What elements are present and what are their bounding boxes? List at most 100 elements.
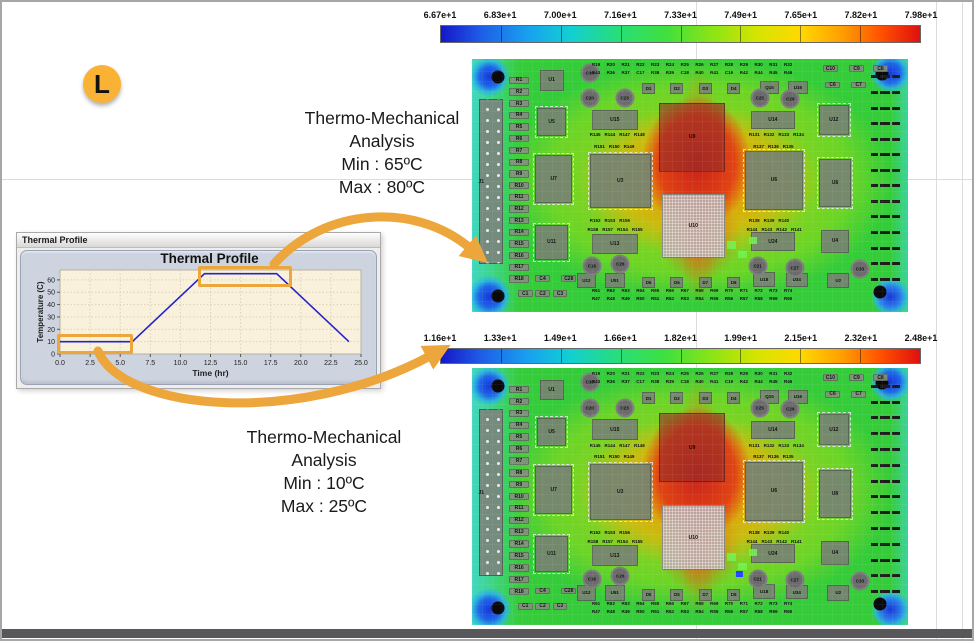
pcb-chip: D7 <box>698 589 712 601</box>
pcb-label-cluster: R131 R132 R133 R134 <box>749 443 804 448</box>
cold-spot <box>735 571 743 577</box>
pcb-micro-label <box>879 447 890 451</box>
pcb-micro-label <box>870 277 878 281</box>
pcb-micro-label <box>879 106 890 110</box>
pcb-ref-label: R54 <box>695 609 704 615</box>
pcb-capacitor: C26 <box>610 566 630 586</box>
pcb-ref-label: R37 <box>621 69 630 75</box>
pcb-label-cluster: R152 R153 R156 <box>590 530 630 535</box>
pcb-resistor: R8 <box>509 158 530 166</box>
pcb-ref-label: R55 <box>710 609 719 615</box>
scale-tick-mark <box>680 26 682 42</box>
pcb-micro-label <box>891 106 900 110</box>
pcb-chip: D7 <box>698 276 712 288</box>
pcb-ref-label: R37 <box>621 378 630 384</box>
pcb-ref-label: R63 <box>621 600 630 606</box>
pcb-ref-label: R144 <box>604 442 616 448</box>
pcb-micro-label <box>891 75 900 79</box>
mounting-hole <box>873 285 887 299</box>
scale-tick-mark <box>620 349 622 363</box>
pcb-ref-label: R61 <box>591 600 601 606</box>
pcb-chip: U12 <box>576 272 597 288</box>
pcb-small-cap: C10 <box>822 374 838 382</box>
pcb-micro-label <box>870 215 878 219</box>
pcb-chip: U8 <box>816 467 854 521</box>
pcb-capacitor: C21 <box>748 256 768 276</box>
y-tick-label: 50 <box>47 290 55 297</box>
pcb-micro-label <box>879 91 890 94</box>
x-tick-label: 25.0 <box>354 360 368 367</box>
pcb-chip: U15 <box>591 109 638 130</box>
annotation-line: Analysis <box>291 450 357 470</box>
scale-tick-label: 7.98e+1 <box>904 10 938 20</box>
scale-tick-label: 7.16e+1 <box>603 10 637 20</box>
pcb-ref-label: R141 <box>790 538 802 544</box>
pcb-resistor: R4 <box>509 421 530 430</box>
pcb-ref-label: R22 <box>636 371 645 377</box>
pcb-chip: U14 <box>751 420 795 439</box>
pcb-ref-label: R46 <box>784 378 793 384</box>
pcb-ref-label: R149 <box>623 143 635 149</box>
pcb-micro-label <box>891 153 900 157</box>
pcb-ref-label: R131 <box>748 442 760 448</box>
pcb-resistor: R16 <box>509 252 530 260</box>
pcb-micro-label <box>891 416 900 420</box>
scale-tick-label: 2.32e+1 <box>844 333 878 343</box>
scale-tick-label: 1.66e+1 <box>603 333 637 343</box>
pcb-ref-label: R22 <box>636 62 645 68</box>
pcb-label-cluster: R152 R153 R156 <box>590 218 630 223</box>
pcb-ref-label: R65 <box>651 287 660 293</box>
pcb-ref-label: C17 <box>636 378 645 384</box>
pcb-small-cap: C1 <box>517 603 533 610</box>
annotation-line: Analysis <box>349 131 415 151</box>
pcb-ref-label: R158 <box>587 538 599 544</box>
pcb-ref-label: R23 <box>651 371 660 377</box>
pcb-capacitor: C20 <box>580 88 600 108</box>
scale-tick-mark <box>560 26 562 42</box>
pcb-ref-label: R52 <box>665 296 675 302</box>
pcb-micro-label <box>891 558 900 562</box>
pcb-small-cap: C7 <box>851 391 867 398</box>
chart-title: Thermal Profile <box>160 251 259 266</box>
pcb-chip: D8 <box>727 276 741 288</box>
pcb-right-label-row <box>870 447 900 451</box>
pcb-micro-label <box>891 590 900 594</box>
pcb-micro-label <box>870 416 878 420</box>
pcb-micro-label <box>879 75 890 79</box>
pcb-chip: U8 <box>816 156 854 210</box>
color-scale-bottom: 1.16e+1 1.33e+1 1.49e+1 1.66e+1 1.82e+1 1.99e… <box>424 333 937 364</box>
scale-tick-mark <box>860 349 862 363</box>
heat-patch <box>737 563 747 570</box>
pcb-label-row: R19 R20 R21 R22 R23 R24 R25 R26 R27 R28 R29 R30 R31 R… <box>592 371 793 376</box>
pcb-chip: D3 <box>698 83 712 95</box>
pcb-ref-label: R27 <box>710 371 719 377</box>
annotation-line: Min : 10ºC <box>283 473 365 493</box>
pcb-resistor: R2 <box>509 397 530 406</box>
pcb-micro-label <box>879 153 890 157</box>
pcb-right-label-row <box>870 463 900 467</box>
pcb-resistor: R11 <box>509 504 530 513</box>
pcb-micro-label <box>879 262 890 266</box>
pcb-chip: D2 <box>670 392 684 404</box>
pcb-label-row: R19 R20 R21 R22 R23 R24 R25 R26 R27 R28 R29 R30 R31 R… <box>592 62 793 67</box>
pcb-micro-label <box>870 558 878 562</box>
pcb-right-label-row <box>870 246 900 250</box>
highlight-high-plateau-box <box>198 266 292 287</box>
guide-line-vertical-edge <box>962 2 963 639</box>
pcb-ref-label: R148 <box>634 132 645 138</box>
pcb-right-label-row <box>870 215 900 219</box>
pcb-resistor: R6 <box>509 135 530 143</box>
pcb-ref-label: R70 <box>724 287 734 293</box>
pcb-ref-label: R21 <box>621 371 630 377</box>
pcb-ref-label: R144 <box>746 227 758 233</box>
pcb-ref-label: R30 <box>754 371 763 377</box>
pcb-ref-label: R132 <box>763 442 775 448</box>
pcb-small-cap: C6 <box>825 391 840 398</box>
x-tick-label: 17.5 <box>264 360 278 367</box>
scale-tick-label: 2.15e+1 <box>784 333 818 343</box>
pcb-micro-label <box>879 184 890 188</box>
pcb-ref-label: R60 <box>784 609 793 615</box>
pcb-right-label-row <box>870 168 900 172</box>
pcb-micro-label <box>879 122 890 126</box>
pcb-small-cap: C28 <box>561 275 577 282</box>
